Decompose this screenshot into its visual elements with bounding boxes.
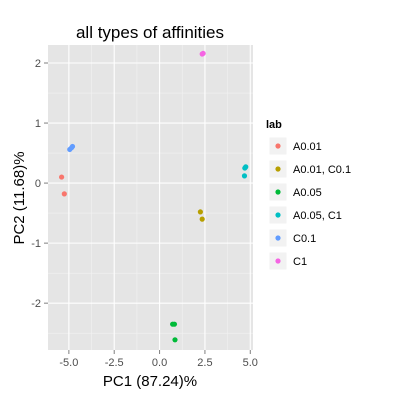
legend-label: A0.01, C0.1: [293, 164, 351, 176]
data-point: [200, 50, 206, 57]
y-tick-label: -1: [31, 238, 41, 250]
chart-title: all types of affinities: [76, 23, 224, 42]
data-point: [199, 216, 205, 222]
legend: lab A0.01 A0.01, C0.1 A0.05 A0.05, C1 C0.1 C1: [266, 119, 351, 271]
x-tick-label: 5.0: [243, 357, 258, 369]
data-point: [69, 143, 76, 150]
legend-label: A0.05: [293, 187, 322, 199]
y-axis-ticks: -2 -1 0 1 2: [31, 58, 48, 310]
x-axis-ticks: -5.0 -2.5 0.0 2.5 5.0: [59, 350, 258, 369]
data-point: [61, 191, 67, 197]
data-point: [197, 209, 203, 215]
x-tick-label: -2.5: [105, 357, 124, 369]
y-axis-title: PC2 (11.68)%: [11, 151, 28, 244]
data-point: [241, 173, 248, 179]
y-tick-label: 2: [35, 58, 41, 70]
y-tick-label: 1: [35, 118, 41, 130]
data-point: [171, 321, 178, 327]
y-tick-label: 0: [35, 178, 41, 190]
legend-key-point: [275, 189, 281, 195]
legend-key-point: [275, 166, 281, 172]
data-point: [243, 164, 249, 170]
x-tick-label: -5.0: [59, 357, 78, 369]
legend-title: lab: [266, 119, 282, 131]
x-tick-label: 2.5: [197, 357, 212, 369]
legend-key-point: [275, 212, 281, 218]
legend-label: A0.01: [293, 141, 322, 153]
legend-label: C1: [293, 256, 307, 268]
legend-key-point: [275, 143, 281, 149]
plot-panel: [48, 45, 253, 350]
data-points: [59, 50, 249, 343]
legend-label: A0.05, C1: [293, 210, 342, 222]
data-point: [172, 337, 178, 343]
legend-key-point: [275, 258, 281, 264]
x-axis-title: PC1 (87.24)%: [103, 373, 197, 390]
x-tick-label: 0.0: [152, 357, 167, 369]
minor-gridlines: [48, 45, 253, 350]
legend-key-point: [275, 235, 281, 241]
major-gridlines: [48, 45, 253, 350]
y-tick-label: -2: [31, 298, 41, 310]
legend-label: C0.1: [293, 233, 316, 245]
data-point: [59, 174, 65, 180]
